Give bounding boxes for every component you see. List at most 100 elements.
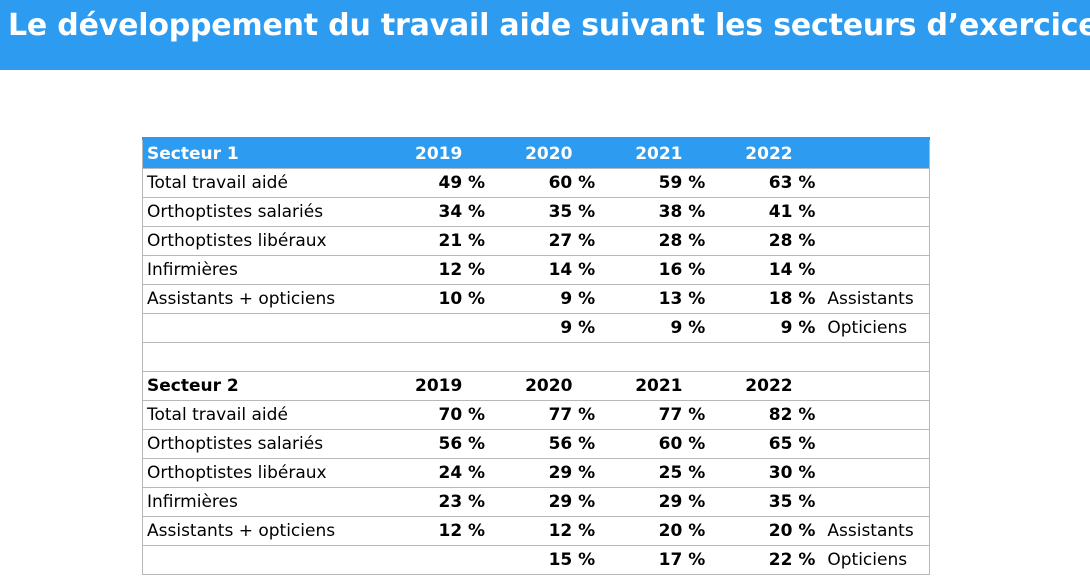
note-cell: Assistants [819, 516, 931, 546]
value-cell: 9 % [489, 313, 600, 343]
note-cell: Assistants [819, 284, 931, 314]
note-cell [819, 197, 931, 227]
empty-cell [599, 342, 710, 372]
row-label-cell: Infirmières [142, 487, 379, 517]
value-cell: 12 % [379, 255, 490, 285]
value-cell: 35 % [489, 197, 600, 227]
value-cell: 56 % [489, 429, 600, 459]
value-cell: 2021 [599, 371, 710, 401]
value-cell: 28 % [709, 226, 820, 256]
value-cell: 9 % [489, 284, 600, 314]
value-cell: 2020 [489, 137, 600, 169]
table-row: Assistants + opticiens 12 % 12 % 20 % 20 % As… [142, 516, 931, 546]
table-row: Assistants + opticiens 10 % 9 % 13 % 18 % Ass… [142, 284, 931, 314]
table-row: 15 % 17 % 22 % Opticiens [142, 545, 931, 575]
value-cell: 12 % [379, 516, 490, 546]
table-row: Orthoptistes libéraux 24 % 29 % 25 % 30 % [142, 458, 931, 488]
value-cell: 60 % [489, 168, 600, 198]
table-row: Orthoptistes salariés 34 % 35 % 38 % 41 % [142, 197, 931, 227]
value-cell: 14 % [489, 255, 600, 285]
row-label-cell: Orthoptistes libéraux [142, 458, 379, 488]
empty-cell [819, 342, 931, 372]
value-cell: 10 % [379, 284, 490, 314]
value-cell: 2019 [379, 137, 490, 169]
row-label-cell: Orthoptistes libéraux [142, 226, 379, 256]
value-cell: 28 % [599, 226, 710, 256]
value-cell: 15 % [489, 545, 600, 575]
title-banner: Le développement du travail aide suivant… [0, 0, 1090, 70]
data-table: Secteur 1 2019 2020 2021 2022 Total travail a… [142, 137, 931, 575]
note-cell: Opticiens [819, 313, 931, 343]
value-cell: 20 % [709, 516, 820, 546]
note-cell [819, 458, 931, 488]
table-row: Total travail aidé 70 % 77 % 77 % 82 % [142, 400, 931, 430]
note-cell [819, 168, 931, 198]
value-cell: 59 % [599, 168, 710, 198]
value-cell: 29 % [489, 487, 600, 517]
row-label-cell: Infirmières [142, 255, 379, 285]
value-cell: 70 % [379, 400, 490, 430]
value-cell: 35 % [709, 487, 820, 517]
table-row: Total travail aidé 49 % 60 % 59 % 63 % [142, 168, 931, 198]
value-cell: 63 % [709, 168, 820, 198]
value-cell: 77 % [599, 400, 710, 430]
row-label-cell: Total travail aidé [142, 400, 379, 430]
row-label-cell: Secteur 2 [142, 371, 379, 401]
value-cell: 2020 [489, 371, 600, 401]
note-cell [819, 487, 931, 517]
value-cell [379, 545, 490, 575]
empty-cell [142, 342, 379, 372]
value-cell: 49 % [379, 168, 490, 198]
value-cell: 12 % [489, 516, 600, 546]
value-cell: 60 % [599, 429, 710, 459]
note-cell [819, 429, 931, 459]
row-label-cell: Secteur 1 [142, 137, 379, 169]
value-cell: 2022 [709, 371, 820, 401]
note-cell [819, 371, 931, 401]
value-cell: 29 % [489, 458, 600, 488]
page-title: Le développement du travail aide suivant… [8, 8, 1090, 43]
table-row: 9 % 9 % 9 % Opticiens [142, 313, 931, 343]
value-cell: 2021 [599, 137, 710, 169]
empty-cell [489, 342, 600, 372]
table-row: Infirmières 12 % 14 % 16 % 14 % [142, 255, 931, 285]
value-cell: 38 % [599, 197, 710, 227]
value-cell: 29 % [599, 487, 710, 517]
value-cell: 21 % [379, 226, 490, 256]
value-cell: 22 % [709, 545, 820, 575]
value-cell: 34 % [379, 197, 490, 227]
note-cell [819, 400, 931, 430]
value-cell: 24 % [379, 458, 490, 488]
value-cell: 41 % [709, 197, 820, 227]
note-cell [819, 255, 931, 285]
value-cell: 2022 [709, 137, 820, 169]
value-cell: 56 % [379, 429, 490, 459]
value-cell: 20 % [599, 516, 710, 546]
empty-cell [709, 342, 820, 372]
table-row: Infirmières 23 % 29 % 29 % 35 % [142, 487, 931, 517]
value-cell: 18 % [709, 284, 820, 314]
row-label-cell: Assistants + opticiens [142, 284, 379, 314]
value-cell: 65 % [709, 429, 820, 459]
value-cell: 9 % [599, 313, 710, 343]
value-cell: 9 % [709, 313, 820, 343]
row-label-cell [142, 545, 379, 575]
value-cell: 13 % [599, 284, 710, 314]
value-cell [379, 313, 490, 343]
value-cell: 14 % [709, 255, 820, 285]
row-label-cell: Orthoptistes salariés [142, 429, 379, 459]
value-cell: 30 % [709, 458, 820, 488]
row-label-cell: Assistants + opticiens [142, 516, 379, 546]
section-header-row: Secteur 1 2019 2020 2021 2022 [142, 137, 931, 169]
value-cell: 25 % [599, 458, 710, 488]
empty-cell [379, 342, 490, 372]
section-header-row: Secteur 2 2019 2020 2021 2022 [142, 371, 931, 401]
row-label-cell: Total travail aidé [142, 168, 379, 198]
row-label-cell: Orthoptistes salariés [142, 197, 379, 227]
note-cell: Opticiens [819, 545, 931, 575]
value-cell: 23 % [379, 487, 490, 517]
note-cell [819, 226, 931, 256]
spacer-row [142, 342, 931, 372]
note-cell [819, 137, 931, 169]
value-cell: 2019 [379, 371, 490, 401]
